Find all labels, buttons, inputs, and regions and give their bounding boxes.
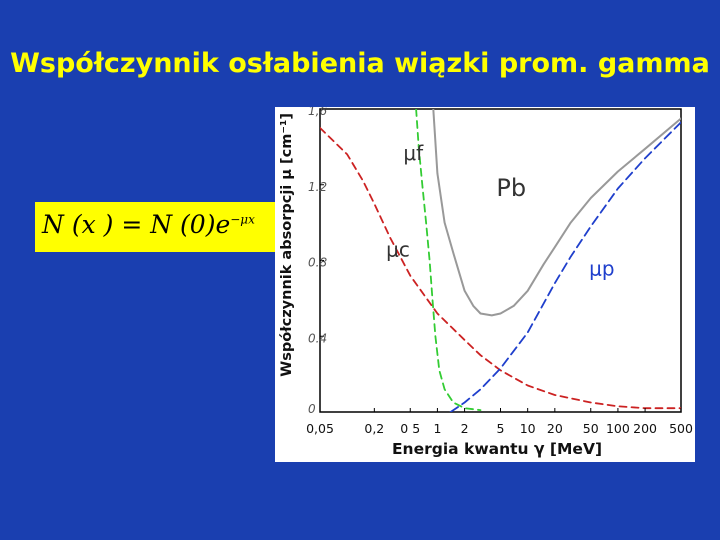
x-tick-label: 5: [497, 421, 505, 436]
x-tick-label: 200: [633, 421, 657, 436]
series-layer: [320, 109, 681, 412]
y-tick-label: 1,6: [308, 107, 327, 118]
x-axis-label: Energia kwantu γ [MeV]: [392, 440, 602, 458]
y-tick-label: 1.2: [308, 180, 327, 194]
x-tick-label: 100: [606, 421, 630, 436]
annotation-label: μf: [403, 141, 424, 165]
annotation-label: Pb: [496, 174, 526, 202]
formula-main: N (x ) = N (0)e: [42, 210, 231, 239]
axis-layer: 0,05 0,2 0 5 1 2 5 10 20 50 100 200 500 0 0.4 0.8 1.2 1,…: [306, 104, 693, 436]
plot-area: [319, 108, 682, 413]
x-tick-label: 10: [520, 421, 536, 436]
x-tick-label: 0,2: [364, 421, 384, 436]
series-line-total: [432, 109, 681, 317]
attenuation-chart: 0,05 0,2 0 5 1 2 5 10 20 50 100 200 500 0 0.4 0.8 1.2 1,…: [279, 104, 693, 458]
x-tick-label: 20: [547, 421, 563, 436]
annotation-layer: Pb μf μc μp: [386, 141, 614, 281]
chart-panel: 0,05 0,2 0 5 1 2 5 10 20 50 100 200 500 0 0.4 0.8 1.2 1,…: [275, 104, 695, 462]
formula-exponent: −μx: [230, 212, 255, 227]
series-line-μp: [449, 121, 681, 412]
x-tick-label: 500: [669, 421, 693, 436]
x-tick-label: 50: [583, 421, 599, 436]
slide-title: Współczynnik osłabienia wiązki prom. gam…: [10, 48, 710, 79]
series-line-μc: [320, 127, 681, 410]
annotation-label: μc: [386, 238, 410, 262]
y-axis-label: Współczynnik absorpcji μ [cm⁻¹]: [279, 113, 295, 377]
y-tick-label: 0.4: [308, 331, 327, 345]
x-tick-label: 0,05: [306, 421, 334, 436]
annotation-label: μp: [589, 257, 614, 281]
x-tick-label: 1: [433, 421, 441, 436]
attenuation-formula: N (x ) = N (0)e−μx: [35, 202, 275, 252]
x-tick-label: 0 5: [400, 421, 420, 436]
series-line-μf: [415, 109, 482, 411]
x-tick-label: 2: [461, 421, 469, 436]
y-tick-label: 0: [308, 402, 316, 416]
y-tick-label: 0.8: [308, 256, 327, 270]
plot-frame: [319, 108, 682, 413]
